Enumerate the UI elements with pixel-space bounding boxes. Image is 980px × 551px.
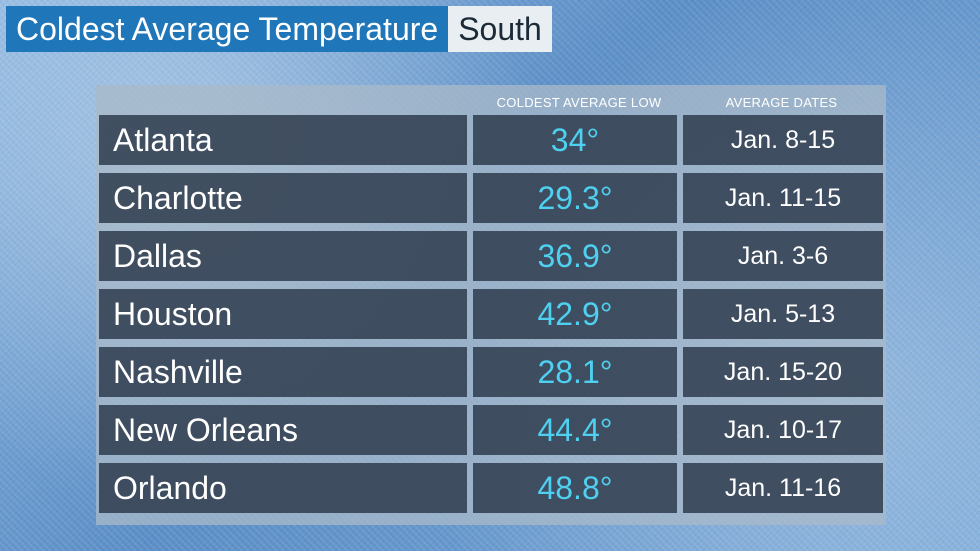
low-cell: 29.3° [473, 173, 677, 223]
page-title: Coldest Average Temperature [6, 6, 449, 52]
low-cell: 34° [473, 115, 677, 165]
table-row: Houston 42.9° Jan. 5-13 [99, 289, 883, 339]
header-average-dates: AVERAGE DATES [725, 95, 838, 110]
city-cell: Charlotte [99, 173, 467, 223]
dates-cell: Jan. 11-16 [683, 463, 883, 513]
city-cell: Nashville [99, 347, 467, 397]
table-row: Dallas 36.9° Jan. 3-6 [99, 231, 883, 281]
table-row: Nashville 28.1° Jan. 15-20 [99, 347, 883, 397]
dates-cell: Jan. 3-6 [683, 231, 883, 281]
low-cell: 48.8° [473, 463, 677, 513]
table-row: New Orleans 44.4° Jan. 10-17 [99, 405, 883, 455]
low-cell: 44.4° [473, 405, 677, 455]
dates-cell: Jan. 15-20 [683, 347, 883, 397]
city-cell: Dallas [99, 231, 467, 281]
low-cell: 28.1° [473, 347, 677, 397]
table-row: Charlotte 29.3° Jan. 11-15 [99, 173, 883, 223]
dates-cell: Jan. 8-15 [683, 115, 883, 165]
city-cell: New Orleans [99, 405, 467, 455]
table-header: COLDEST AVERAGE LOW AVERAGE DATES [96, 85, 886, 115]
dates-cell: Jan. 11-15 [683, 173, 883, 223]
table-row: Atlanta 34° Jan. 8-15 [99, 115, 883, 165]
dates-cell: Jan. 10-17 [683, 405, 883, 455]
temperature-table: COLDEST AVERAGE LOW AVERAGE DATES Atlant… [96, 85, 886, 525]
city-cell: Orlando [99, 463, 467, 513]
header-coldest-average-low: COLDEST AVERAGE LOW [496, 95, 662, 110]
table-row: Orlando 48.8° Jan. 11-16 [99, 463, 883, 513]
city-cell: Houston [99, 289, 467, 339]
title-bar: Coldest Average Temperature South [6, 6, 552, 52]
dates-cell: Jan. 5-13 [683, 289, 883, 339]
region-label: South [448, 6, 552, 52]
city-cell: Atlanta [99, 115, 467, 165]
low-cell: 42.9° [473, 289, 677, 339]
low-cell: 36.9° [473, 231, 677, 281]
